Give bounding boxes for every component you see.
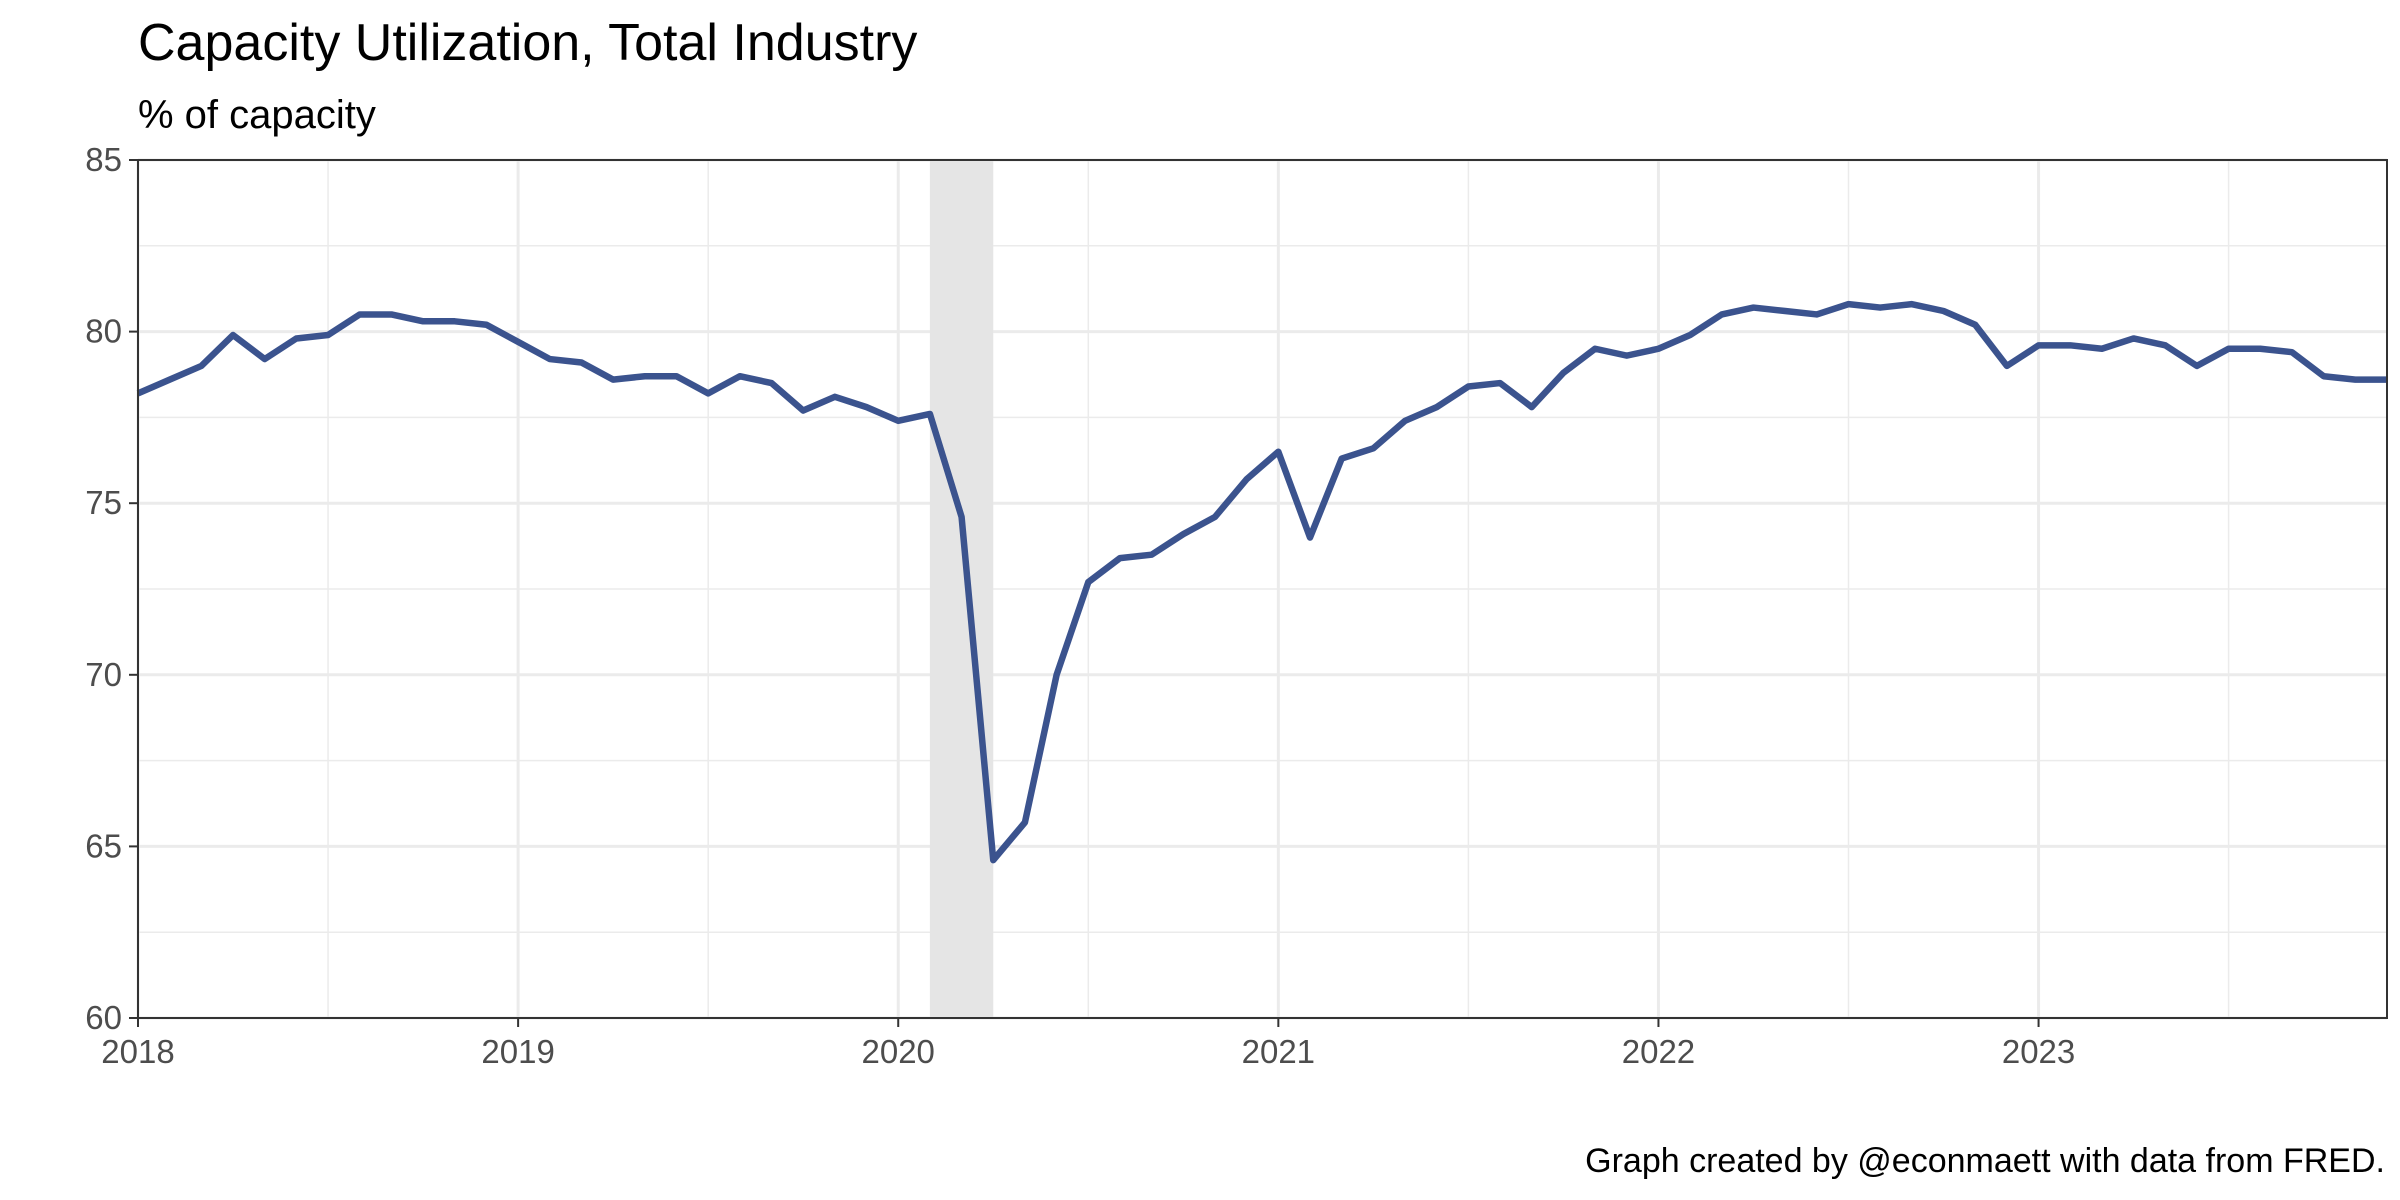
y-axis: 60 65 70 75 80 85 <box>85 141 138 1036</box>
minor-gridlines-x <box>327 160 2230 1018</box>
plot-border <box>137 159 2388 1019</box>
chart-title: Capacity Utilization, Total Industry <box>138 14 917 72</box>
series-line <box>136 300 2387 864</box>
x-tick-label: 2020 <box>862 1033 935 1070</box>
x-tick-label: 2023 <box>2002 1033 2075 1070</box>
minor-gridlines-y <box>138 245 2387 933</box>
recession-shading <box>929 160 994 1018</box>
plot-area <box>136 158 2388 1020</box>
y-tick-label: 85 <box>85 141 122 178</box>
x-tick-label: 2022 <box>1622 1033 1695 1070</box>
y-tick-label: 70 <box>85 656 122 693</box>
y-tick-label: 65 <box>85 827 122 864</box>
y-tick-label: 75 <box>85 484 122 521</box>
y-tick-label: 80 <box>85 313 122 350</box>
chart-subtitle: % of capacity <box>138 93 376 137</box>
x-tick-label: 2018 <box>101 1033 174 1070</box>
x-axis: 2018 2019 2020 2021 2022 2023 <box>101 1018 2075 1070</box>
x-tick-label: 2021 <box>1242 1033 1315 1070</box>
x-tick-label: 2019 <box>481 1033 554 1070</box>
chart-caption: Graph created by @econmaett with data fr… <box>1585 1142 2385 1180</box>
y-tick-label: 60 <box>85 999 122 1036</box>
